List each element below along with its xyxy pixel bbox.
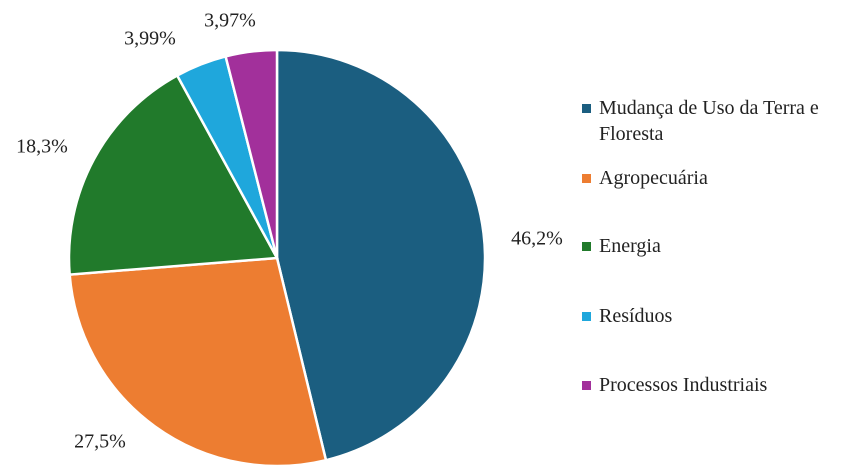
legend-item: Processos Industriais — [582, 372, 822, 398]
data-label: 46,2% — [511, 228, 563, 250]
legend-swatch — [582, 242, 591, 251]
pie-slice — [224, 48, 279, 259]
data-label: 3,97% — [204, 10, 256, 32]
legend-label: Processos Industriais — [599, 374, 768, 396]
pie-slice — [275, 48, 487, 462]
data-label: 18,3% — [16, 136, 68, 158]
legend-label: Agropecuária — [599, 167, 708, 189]
legend-item: Mudança de Uso da Terra e Floresta — [582, 95, 822, 147]
legend-label: Mudança de Uso da Terra e Floresta — [599, 97, 819, 145]
legend-item: Resíduos — [582, 303, 822, 329]
data-label: 3,99% — [124, 28, 176, 50]
legend-swatch — [582, 312, 591, 321]
legend-label: Resíduos — [599, 305, 673, 327]
legend-item: Agropecuária — [582, 165, 822, 191]
pie-slice — [67, 73, 280, 276]
data-label: 27,5% — [74, 431, 126, 453]
legend-swatch — [582, 174, 591, 183]
legend-label: Energia — [599, 235, 661, 257]
legend-swatch — [582, 104, 591, 113]
legend-item: Energia — [582, 233, 822, 259]
legend-swatch — [582, 381, 591, 390]
